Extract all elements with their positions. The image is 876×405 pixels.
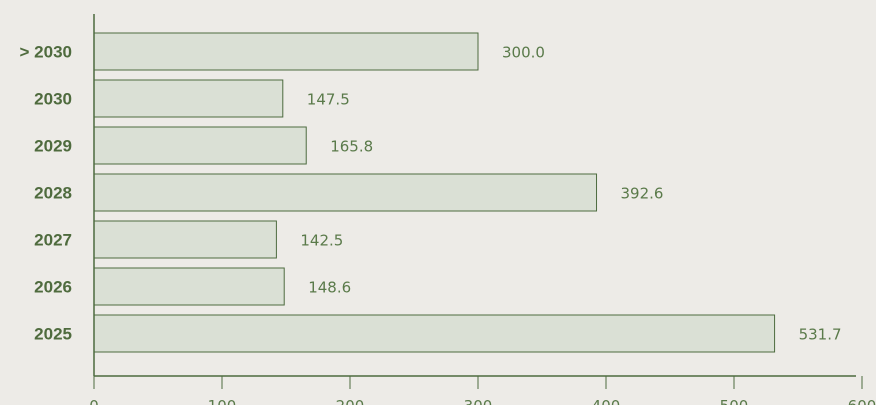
x-tick-label: 100: [208, 397, 237, 405]
bar: [93, 314, 776, 353]
x-tick-label: 0: [89, 397, 99, 405]
x-tick-label: 300: [464, 397, 493, 405]
category-label: 2026: [34, 278, 72, 297]
x-tick-label: 400: [592, 397, 621, 405]
value-labels: 300.0 147.5 165.8 392.6 142.5 148.6 531.7: [300, 44, 841, 344]
bar: [93, 79, 284, 118]
category-label: 2027: [34, 231, 72, 250]
x-tick-label: 600: [848, 397, 876, 405]
x-tick-label: 500: [720, 397, 749, 405]
data-label: 148.6: [308, 279, 351, 297]
data-label: 165.8: [330, 138, 373, 156]
bar: [93, 126, 307, 165]
category-label: 2029: [34, 137, 72, 156]
bar: [93, 220, 277, 259]
bar: [93, 267, 285, 306]
bar: [93, 173, 598, 212]
category-labels: > 2030 2030 2029 2028 2027 2026 2025: [20, 43, 72, 344]
bar: [93, 32, 479, 71]
x-tick-label: 200: [336, 397, 365, 405]
data-label: 392.6: [621, 185, 664, 203]
data-label: 142.5: [300, 232, 343, 250]
data-label: 531.7: [799, 326, 842, 344]
data-label: 147.5: [307, 91, 350, 109]
category-label: 2025: [34, 325, 72, 344]
category-label: > 2030: [20, 43, 72, 62]
bars-group: [93, 32, 776, 353]
category-label: 2030: [34, 90, 72, 109]
x-axis-ticks: 0 100 200 300 400 500 600: [89, 376, 876, 405]
data-label: 300.0: [502, 44, 545, 62]
category-label: 2028: [34, 184, 72, 203]
